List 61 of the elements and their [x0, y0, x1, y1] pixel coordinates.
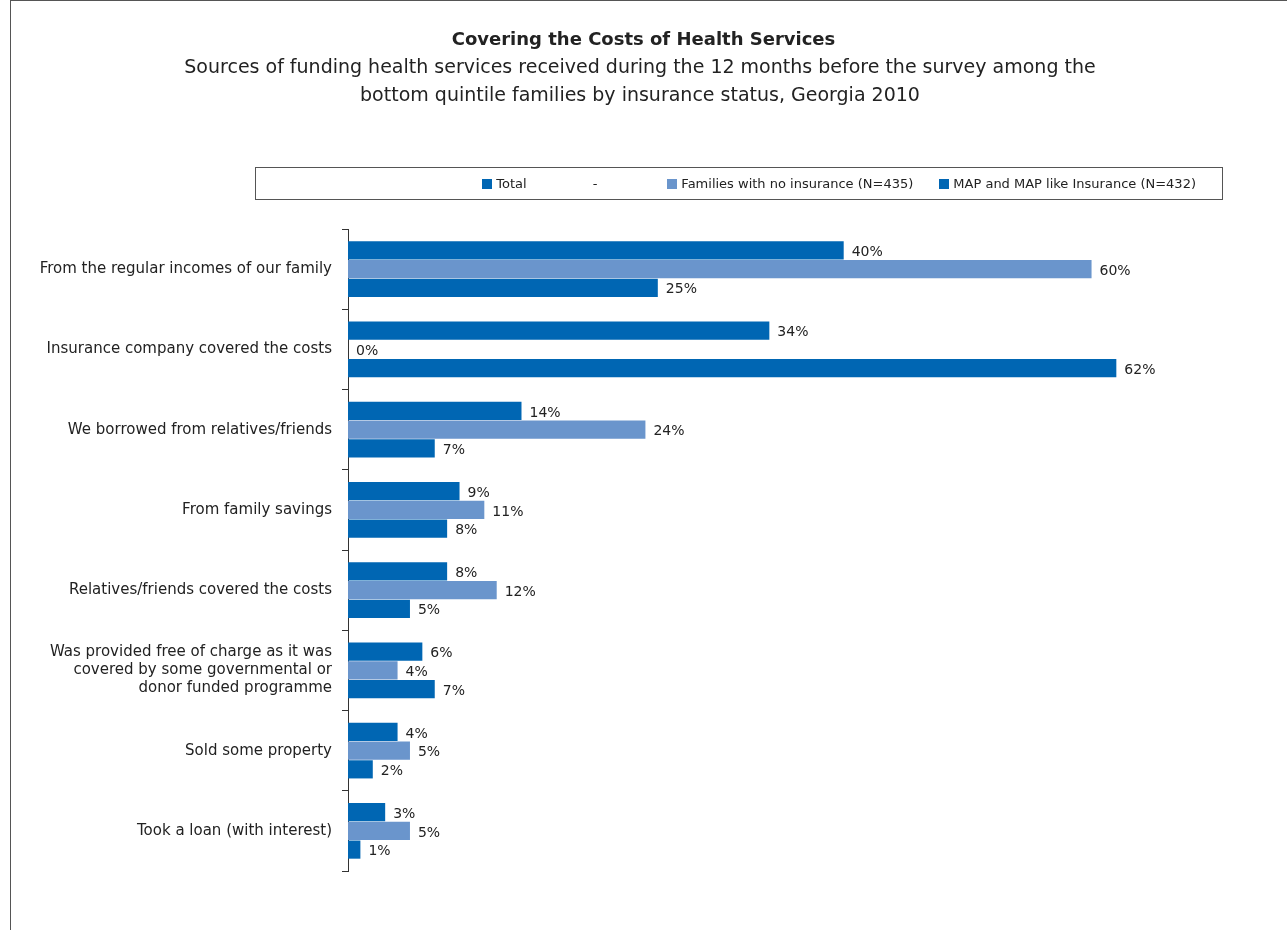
- bar: [348, 241, 844, 260]
- legend-label: Total: [496, 176, 527, 191]
- data-label: 62%: [1124, 360, 1156, 377]
- data-label: 25%: [665, 280, 697, 297]
- bar: [348, 803, 386, 822]
- data-label: 2%: [380, 761, 403, 778]
- data-label: 0%: [356, 342, 379, 359]
- y-tick-label: Took a loan (with interest): [135, 820, 332, 839]
- bar: [348, 500, 485, 519]
- data-label: 24%: [653, 422, 685, 439]
- data-label: 8%: [455, 521, 478, 538]
- bar: [348, 359, 1117, 378]
- data-label: 9%: [467, 483, 490, 500]
- data-label: 1%: [368, 842, 391, 859]
- data-label: 4%: [405, 724, 428, 741]
- legend-label: MAP and MAP like Insurance (N=432): [953, 176, 1196, 191]
- y-tick-label: We borrowed from relatives/friends: [67, 419, 333, 438]
- bar: [348, 439, 435, 458]
- data-label: 8%: [455, 564, 478, 581]
- data-label: 12%: [504, 582, 536, 599]
- y-tick-label: From family savings: [182, 499, 333, 518]
- data-label: 4%: [405, 663, 428, 680]
- bar: [348, 821, 410, 840]
- y-tick-label: Relatives/friends covered the costs: [68, 580, 333, 599]
- bar: [348, 519, 448, 538]
- bar: [348, 760, 373, 779]
- bar: [348, 680, 435, 699]
- data-label: 3%: [393, 804, 416, 821]
- bar: [348, 278, 658, 297]
- data-label: 7%: [442, 681, 465, 698]
- data-label: 5%: [417, 601, 441, 618]
- data-label: 40%: [851, 243, 883, 260]
- bar: [348, 722, 398, 741]
- y-tick-label: From the regular incomes of our family: [39, 259, 333, 278]
- data-label: 14%: [529, 403, 561, 420]
- data-label: 5%: [417, 743, 441, 760]
- text: -: [592, 176, 598, 191]
- y-tick-label: Was provided free of charge as it was covered by some governmental or donor funded programme: [49, 642, 333, 697]
- chart-title: Covering the Costs of Health Services: [450, 28, 837, 49]
- legend-label: Families with no insurance (N=435): [681, 176, 914, 191]
- data-label: 34%: [777, 323, 809, 340]
- bar: [348, 599, 410, 618]
- bar: [348, 260, 1092, 279]
- data-label: 7%: [442, 440, 465, 457]
- bar: [348, 661, 398, 680]
- bar: [348, 321, 770, 340]
- chart-subtitle: Sources of funding health services received during the 12 months before the survey among the bottom quintile families by insurance status, Georgia 2010: [183, 54, 1097, 107]
- y-tick-label: Insurance company covered the costs: [46, 339, 333, 358]
- bar: [348, 840, 361, 859]
- data-label: 60%: [1099, 261, 1131, 278]
- bar: [348, 562, 448, 581]
- data-label: 6%: [430, 644, 453, 661]
- bar: [348, 420, 646, 439]
- bar: [348, 482, 460, 501]
- data-label: 5%: [417, 823, 441, 840]
- bar: [348, 581, 497, 600]
- y-tick-label: Sold some property: [185, 740, 333, 759]
- bar: [348, 401, 522, 420]
- data-label: 11%: [492, 502, 524, 519]
- bar: [348, 642, 423, 661]
- bar: [348, 741, 410, 760]
